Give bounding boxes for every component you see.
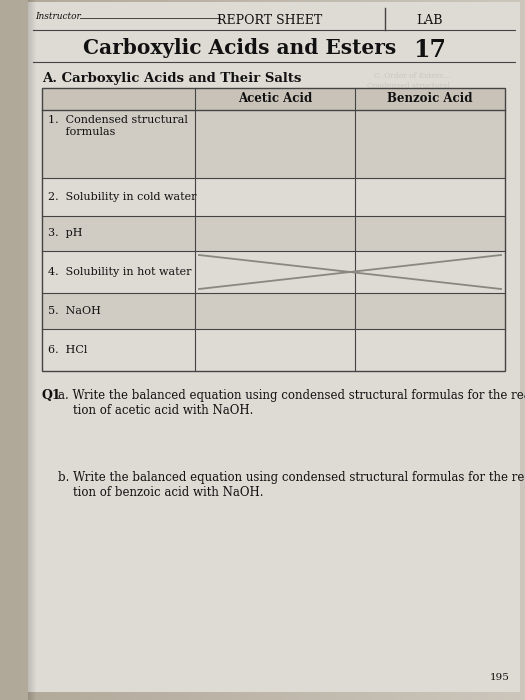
Bar	[42, 329, 505, 371]
Text: Benzoic Acid: Benzoic Acid	[387, 92, 472, 106]
Text: Carboxylic Acids and Esters: Carboxylic Acids and Esters	[83, 38, 396, 58]
Text: A. Carboxylic Acids and Their Salts: A. Carboxylic Acids and Their Salts	[42, 72, 301, 85]
Bar	[42, 293, 505, 329]
Bar	[42, 88, 505, 371]
Text: 3.  pH: 3. pH	[48, 228, 82, 239]
Bar	[42, 178, 505, 216]
Text: 195: 195	[490, 673, 510, 682]
Text: Q1: Q1	[42, 389, 61, 402]
Bar	[42, 88, 505, 110]
Text: a. Write the balanced equation using condensed structural formulas for the reac-: a. Write the balanced equation using con…	[58, 389, 525, 417]
Text: Condensed structural: Condensed structural	[367, 82, 450, 90]
Text: 17: 17	[414, 38, 446, 62]
Text: C. Order of Esters...: C. Order of Esters...	[374, 72, 450, 80]
Bar	[42, 110, 505, 178]
Text: Acetic Acid: Acetic Acid	[238, 92, 312, 106]
Text: 5.  NaOH: 5. NaOH	[48, 306, 101, 316]
Bar	[42, 251, 505, 293]
Text: REPORT SHEET: REPORT SHEET	[217, 14, 323, 27]
Bar	[42, 216, 505, 251]
Text: 4.  Solubility in hot water: 4. Solubility in hot water	[48, 267, 192, 277]
Text: formula: formula	[421, 92, 450, 100]
Text: 2.  Solubility in cold water: 2. Solubility in cold water	[48, 192, 196, 202]
Text: 1.  Condensed structural
     formulas: 1. Condensed structural formulas	[48, 115, 188, 136]
Text: Instructor: Instructor	[35, 12, 81, 21]
Text: b. Write the balanced equation using condensed structural formulas for the reac-: b. Write the balanced equation using con…	[58, 471, 525, 499]
Text: LAB: LAB	[417, 14, 443, 27]
Text: 6.  HCl: 6. HCl	[48, 345, 87, 355]
